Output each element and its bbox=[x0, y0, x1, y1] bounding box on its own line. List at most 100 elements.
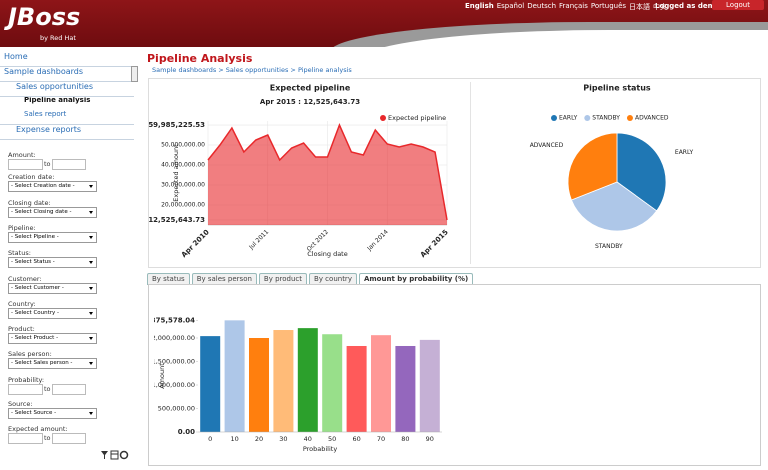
y-tick-label: 20,000,000.00 bbox=[161, 202, 205, 209]
text-input[interactable] bbox=[52, 433, 86, 444]
to-label: to bbox=[44, 434, 51, 442]
user-label: Logged as demo bbox=[655, 2, 720, 10]
text-input[interactable] bbox=[52, 159, 86, 170]
breadcrumb[interactable]: Sample dashboards > Sales opportunities … bbox=[152, 66, 352, 74]
x-tick-label: Jul 2011 bbox=[247, 228, 270, 251]
legend-label: Expected pipeline bbox=[388, 114, 446, 122]
pie-slice bbox=[567, 132, 618, 201]
text-input[interactable] bbox=[52, 384, 86, 395]
select-box[interactable]: - Select Source - bbox=[8, 408, 97, 419]
x-tick-label: Apr 2010 bbox=[180, 228, 211, 259]
nav-link[interactable]: Sales report bbox=[24, 110, 67, 118]
bar bbox=[200, 336, 221, 432]
select-box[interactable]: - Select Status - bbox=[8, 257, 97, 268]
slice-label: STANDBY bbox=[595, 243, 623, 250]
slice-label: EARLY bbox=[675, 149, 694, 156]
language-link[interactable]: 日本語 bbox=[629, 3, 651, 11]
divider bbox=[470, 82, 471, 264]
nav-link[interactable]: Expense reports bbox=[16, 125, 82, 134]
bar bbox=[419, 339, 440, 432]
x-tick-label: 50 bbox=[328, 435, 336, 443]
language-link[interactable]: English bbox=[465, 2, 494, 10]
filter-label: Closing date: bbox=[8, 199, 51, 207]
y-tick-label: 12,525,643.73 bbox=[148, 216, 205, 224]
pie-slice bbox=[570, 181, 658, 232]
bar bbox=[224, 320, 245, 432]
bar bbox=[273, 330, 294, 432]
language-link[interactable]: 中文 bbox=[653, 3, 668, 11]
legend-marker bbox=[551, 115, 557, 121]
x-tick-label: 40 bbox=[304, 435, 312, 443]
y-tick-label: 40,000,000.00 bbox=[161, 162, 205, 169]
nav-link[interactable]: Sample dashboards bbox=[4, 67, 84, 76]
tab[interactable]: By sales person bbox=[191, 273, 257, 285]
tab[interactable]: By country bbox=[309, 273, 357, 285]
language-link[interactable]: Português bbox=[590, 2, 627, 10]
logout-button[interactable]: Logout bbox=[712, 0, 764, 10]
slice-label: ADVANCED bbox=[530, 142, 564, 149]
x-tick-label: 0 bbox=[208, 435, 212, 443]
bar bbox=[346, 345, 367, 432]
select-box[interactable]: - Select Closing date - bbox=[8, 207, 97, 218]
language-link[interactable]: Français bbox=[559, 2, 588, 10]
pie-slice bbox=[616, 132, 667, 212]
y-tick-label: 500,000.00 bbox=[158, 405, 195, 413]
area-line bbox=[207, 123, 448, 221]
bar bbox=[370, 335, 392, 432]
chart-title: Expected pipeline bbox=[270, 84, 351, 93]
filter-label: Customer: bbox=[8, 275, 42, 283]
x-tick-label: 80 bbox=[401, 435, 409, 443]
panel bbox=[148, 284, 761, 466]
nav-separator bbox=[0, 66, 134, 67]
select-box[interactable]: - Select Creation date - bbox=[8, 181, 97, 192]
tab[interactable]: Amount by probability (%) bbox=[358, 273, 474, 285]
to-label: to bbox=[44, 385, 51, 393]
filter-label: Product: bbox=[8, 325, 35, 333]
nav-link[interactable]: Home bbox=[4, 52, 28, 61]
chart-subtitle: Apr 2015 : 12,525,643.73 bbox=[260, 98, 360, 106]
x-tick-label: 60 bbox=[352, 435, 360, 443]
area-fill bbox=[208, 125, 447, 225]
bar bbox=[248, 338, 270, 432]
table-icon[interactable] bbox=[110, 450, 119, 460]
logo[interactable]: JBoss bbox=[8, 3, 81, 31]
tab[interactable]: By status bbox=[147, 273, 190, 285]
tab[interactable]: By product bbox=[258, 273, 308, 285]
language-link[interactable]: Español bbox=[496, 2, 525, 10]
select-box[interactable]: - Select Customer - bbox=[8, 283, 97, 294]
nav-link[interactable]: Pipeline analysis bbox=[24, 96, 91, 104]
y-tick-label: 1,500,000.00 bbox=[152, 358, 195, 366]
nav-separator bbox=[0, 81, 134, 82]
x-tick-label: 70 bbox=[377, 435, 385, 443]
refresh-icon[interactable] bbox=[119, 450, 129, 460]
legend-marker bbox=[626, 115, 633, 121]
scroll-handle bbox=[131, 66, 138, 82]
text-input[interactable] bbox=[8, 159, 43, 170]
bar bbox=[395, 345, 416, 432]
select-box[interactable]: - Select Pipeline - bbox=[8, 232, 97, 243]
filter-label: Pipeline: bbox=[8, 224, 36, 232]
legend-label: ADVANCED bbox=[635, 115, 669, 122]
select-box[interactable]: - Select Country - bbox=[8, 308, 97, 319]
text-input[interactable] bbox=[8, 433, 43, 444]
x-tick-label: 10 bbox=[230, 435, 238, 443]
x-tick-label: 90 bbox=[426, 435, 434, 443]
language-link[interactable]: Deutsch bbox=[527, 2, 557, 10]
y-tick-label: 2,000,000.00 bbox=[152, 334, 195, 342]
y-tick-label: 59,985,225.53 bbox=[148, 121, 205, 129]
nav-link[interactable]: Sales opportunities bbox=[16, 82, 94, 91]
tab-bar: By status By sales person By product By cou… bbox=[147, 273, 474, 285]
x-tick-label: Apr 2015 bbox=[419, 228, 450, 259]
language-bar: English Español Deutsch Français Português 日本… bbox=[465, 2, 667, 12]
y-tick-label: 1,000,000.00 bbox=[152, 381, 195, 389]
select-box[interactable]: - Select Sales person - bbox=[8, 358, 97, 369]
page-title: Pipeline Analysis bbox=[147, 52, 253, 65]
text-input[interactable] bbox=[8, 384, 43, 395]
header: JBoss by Red Hat English Español Deutsch Fr… bbox=[0, 0, 768, 47]
bar bbox=[297, 328, 318, 432]
y-axis-label: Amount bbox=[158, 363, 166, 389]
filter-icon[interactable] bbox=[101, 451, 108, 459]
select-box[interactable]: - Select Product - bbox=[8, 333, 97, 344]
